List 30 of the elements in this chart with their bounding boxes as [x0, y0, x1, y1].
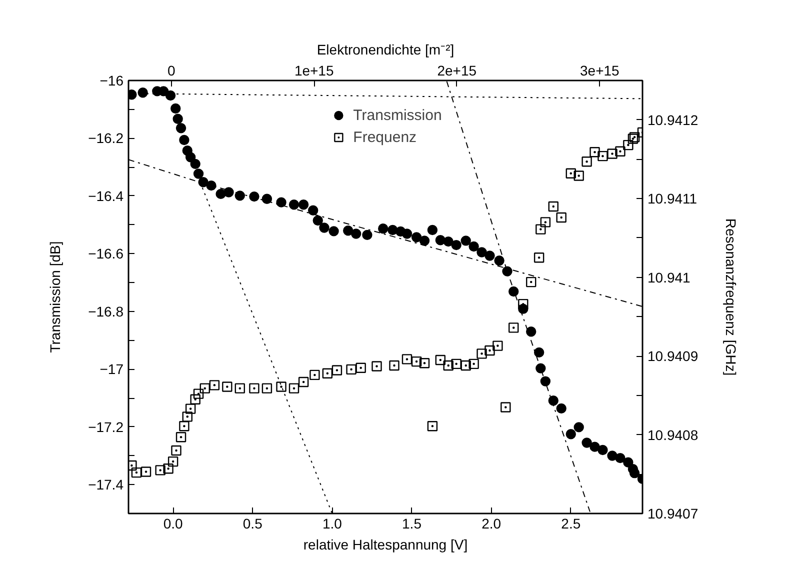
x2-tick-label: 2e+15 — [437, 62, 477, 78]
x-axis-title: relative Haltespannung [V] — [303, 536, 468, 552]
x2-tick-label: 1e+15 — [294, 62, 334, 78]
x2-axis-title: Elektronendichte [m⁻²] — [316, 42, 454, 58]
y-tick-label: −16.6 — [88, 246, 124, 262]
y2-tick-label: 10.9408 — [648, 426, 698, 443]
y2-tick-label: 10.9407 — [648, 506, 698, 522]
x-tick-label: 2.5 — [561, 516, 581, 532]
y2-tick-label: 10.9411 — [648, 190, 698, 207]
y-tick-label: −16.8 — [88, 303, 124, 320]
y-tick-label: −17.4 — [88, 476, 124, 493]
y2-axis-title: Resonanzfrequenz [GHz] — [723, 218, 740, 376]
y-tick-label: −16.2 — [88, 130, 124, 146]
y-tick-label: −17 — [100, 361, 124, 378]
y-tick-label: −16 — [100, 72, 124, 88]
x2-tick-label: 0 — [167, 62, 176, 78]
x-tick-label: 0.0 — [163, 516, 183, 532]
x-tick-label: 1.0 — [322, 516, 342, 532]
y-axis-title: Transmission [dB] — [47, 241, 64, 353]
y2-tick-label: 10.941 — [648, 269, 691, 286]
x-tick-label: 1.5 — [402, 516, 422, 532]
y-tick-label: −16.4 — [88, 188, 124, 204]
x2-tick-label: 3e+15 — [580, 62, 620, 78]
x-tick-label: 2.0 — [482, 516, 502, 532]
y2-tick-label: 10.9412 — [648, 112, 698, 128]
legend-label: Frequenz — [353, 128, 417, 146]
y-tick-label: −17.2 — [88, 418, 124, 435]
x-tick-label: 0.5 — [242, 516, 263, 532]
legend-label: Transmission — [353, 106, 442, 124]
y2-tick-label: 10.9409 — [648, 348, 698, 364]
